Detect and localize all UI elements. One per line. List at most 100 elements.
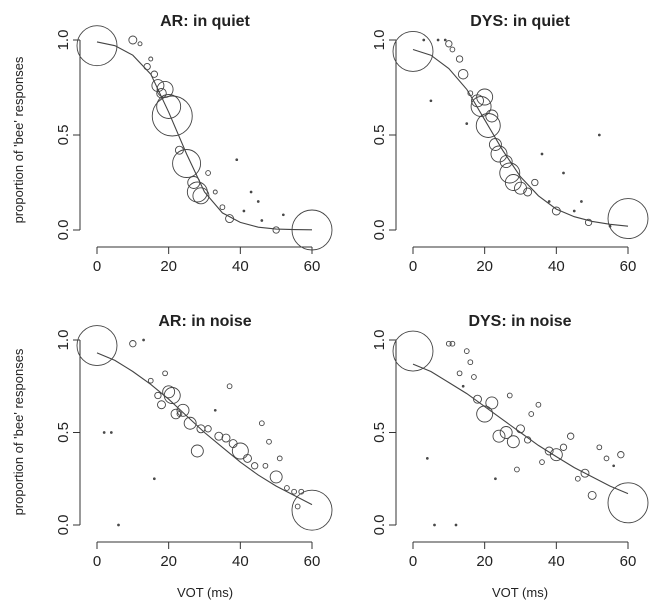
data-point bbox=[516, 424, 525, 434]
data-point bbox=[485, 109, 499, 123]
data-point bbox=[485, 396, 499, 410]
data-point bbox=[445, 340, 452, 347]
data-point bbox=[291, 488, 297, 495]
data-point bbox=[176, 411, 183, 417]
fit-curve bbox=[96, 41, 313, 231]
y-tick-label: 1.0 bbox=[371, 30, 388, 51]
marks: 0 20 40 60 0.0 0.5 1.0 bbox=[55, 25, 333, 275]
data-point bbox=[494, 477, 497, 481]
data-point bbox=[506, 435, 520, 449]
data-point bbox=[457, 68, 469, 80]
x-axis-label: VOT (ms) bbox=[492, 585, 548, 600]
panel-title: DYS: in quiet bbox=[470, 13, 570, 30]
data-point bbox=[467, 359, 474, 366]
data-point bbox=[294, 503, 301, 510]
data-point bbox=[539, 459, 545, 465]
x-tick-label: 0 bbox=[409, 553, 417, 570]
data-point bbox=[596, 444, 603, 451]
y-tick-label: 0.5 bbox=[371, 422, 388, 443]
data-point bbox=[463, 348, 470, 354]
data-point bbox=[449, 46, 456, 53]
data-point bbox=[228, 439, 238, 449]
data-point bbox=[436, 38, 440, 42]
data-point bbox=[443, 38, 447, 42]
data-point bbox=[476, 88, 494, 106]
data-point bbox=[465, 122, 469, 125]
data-point bbox=[109, 431, 113, 434]
data-point bbox=[284, 485, 290, 491]
data-point bbox=[499, 162, 521, 184]
data-point bbox=[433, 523, 436, 527]
x-tick-label: 20 bbox=[160, 258, 177, 275]
data-point bbox=[607, 482, 649, 524]
data-point bbox=[422, 38, 426, 42]
data-point bbox=[221, 433, 231, 443]
data-point bbox=[76, 325, 118, 366]
panel-title: AR: in quiet bbox=[160, 13, 250, 30]
x-tick-label: 0 bbox=[93, 258, 101, 275]
panel-ar-quiet: AR: in quiet proportion of 'bee' respons… bbox=[11, 13, 333, 275]
data-point bbox=[559, 443, 568, 451]
data-point bbox=[143, 62, 151, 71]
x-tick-label: 20 bbox=[476, 553, 493, 570]
data-point bbox=[475, 113, 501, 138]
data-point bbox=[226, 383, 233, 390]
data-point bbox=[617, 451, 625, 459]
data-point bbox=[272, 226, 280, 234]
data-point bbox=[266, 438, 272, 445]
x-tick-label: 40 bbox=[232, 553, 249, 570]
data-point bbox=[531, 178, 539, 187]
data-point bbox=[152, 477, 156, 481]
data-point bbox=[172, 149, 202, 178]
data-point bbox=[429, 99, 433, 103]
data-point bbox=[567, 432, 575, 440]
panel-dys-quiet: DYS: in quiet 0 20 40 60 0.0 0.5 1.0 bbox=[371, 13, 649, 275]
data-point bbox=[243, 453, 252, 463]
data-point bbox=[574, 475, 581, 482]
data-point bbox=[129, 340, 137, 348]
marks: 0 20 40 60 0.0 0.5 1.0 bbox=[371, 30, 649, 275]
x-tick-label: 0 bbox=[409, 258, 417, 275]
y-tick-label: 1.0 bbox=[55, 30, 72, 51]
data-point bbox=[170, 408, 182, 420]
data-point bbox=[492, 429, 506, 443]
data-point bbox=[514, 466, 520, 473]
data-point bbox=[219, 204, 226, 211]
data-point bbox=[455, 55, 464, 63]
data-point bbox=[449, 340, 456, 347]
data-point bbox=[176, 403, 190, 417]
data-point bbox=[76, 25, 118, 67]
data-point bbox=[425, 457, 429, 460]
data-point bbox=[213, 408, 217, 412]
x-tick-label: 0 bbox=[93, 553, 101, 570]
y-tick-label: 0.0 bbox=[55, 515, 72, 536]
panel-title: AR: in noise bbox=[158, 313, 251, 330]
data-point bbox=[580, 468, 590, 478]
data-point bbox=[535, 401, 542, 408]
data-point bbox=[157, 400, 166, 410]
data-point bbox=[251, 462, 259, 470]
fit-curve bbox=[412, 48, 629, 227]
marks: 0 20 40 60 0.0 0.5 1.0 bbox=[55, 325, 333, 570]
data-point bbox=[454, 523, 458, 527]
y-tick-label: 0.5 bbox=[55, 422, 72, 443]
data-point bbox=[597, 133, 601, 137]
data-point bbox=[580, 200, 583, 203]
data-point bbox=[242, 209, 246, 213]
data-point bbox=[214, 431, 224, 441]
data-point bbox=[128, 35, 138, 45]
data-point bbox=[506, 392, 513, 399]
data-point bbox=[584, 218, 593, 227]
data-point bbox=[547, 200, 551, 203]
x-tick-label: 60 bbox=[304, 553, 321, 570]
data-point bbox=[607, 198, 649, 240]
data-point bbox=[162, 385, 176, 399]
data-point bbox=[473, 394, 482, 404]
data-point bbox=[471, 374, 477, 380]
data-point bbox=[117, 523, 120, 527]
y-tick-label: 0.0 bbox=[371, 220, 388, 241]
data-point bbox=[281, 213, 285, 217]
data-point bbox=[549, 448, 563, 462]
x-tick-label: 20 bbox=[160, 553, 177, 570]
